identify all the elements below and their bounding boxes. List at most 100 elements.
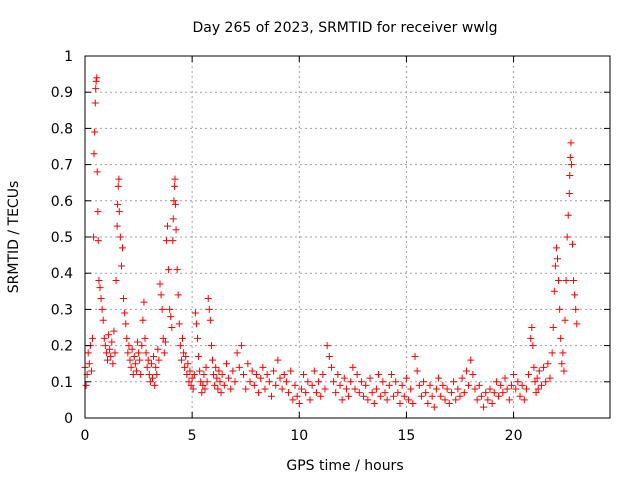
- data-point: [572, 305, 580, 313]
- data-point: [191, 309, 199, 317]
- data-point: [146, 378, 154, 386]
- data-point: [188, 374, 196, 382]
- data-point: [220, 381, 228, 389]
- data-point: [534, 385, 542, 393]
- data-point: [115, 208, 123, 216]
- data-point: [390, 392, 398, 400]
- data-point: [540, 363, 548, 371]
- data-point: [499, 389, 507, 397]
- data-point: [143, 363, 151, 371]
- data-point: [222, 360, 230, 368]
- data-point: [252, 371, 260, 379]
- data-point: [210, 371, 218, 379]
- data-point: [426, 381, 434, 389]
- data-point: [405, 396, 413, 404]
- data-point: [332, 389, 340, 397]
- data-point: [174, 291, 182, 299]
- data-point: [495, 392, 503, 400]
- y-tick-label: 0.5: [51, 230, 73, 246]
- data-point: [372, 385, 380, 393]
- data-point: [165, 266, 173, 274]
- data-point: [156, 280, 164, 288]
- data-point: [565, 190, 573, 198]
- data-point: [562, 276, 570, 284]
- data-point: [394, 389, 402, 397]
- data-point: [527, 334, 535, 342]
- data-point: [99, 316, 107, 324]
- data-point: [151, 381, 159, 389]
- data-point: [166, 305, 174, 313]
- data-point: [364, 396, 372, 404]
- data-point: [321, 385, 329, 393]
- data-point: [150, 352, 158, 360]
- data-point: [306, 396, 314, 404]
- data-point: [167, 313, 175, 321]
- data-point: [441, 396, 449, 404]
- data-point: [135, 349, 143, 357]
- data-point: [381, 389, 389, 397]
- data-point: [152, 363, 160, 371]
- data-point: [209, 356, 216, 364]
- data-point: [347, 378, 355, 386]
- x-tick-label: 5: [188, 428, 197, 444]
- data-point: [199, 381, 207, 389]
- data-point: [170, 197, 178, 205]
- data-point: [139, 316, 147, 324]
- data-point: [310, 367, 318, 375]
- data-point: [400, 392, 408, 400]
- data-point: [213, 374, 221, 382]
- data-point: [467, 356, 475, 364]
- data-point: [289, 396, 297, 404]
- data-point: [97, 295, 105, 303]
- data-point: [432, 385, 440, 393]
- data-point: [91, 99, 99, 107]
- data-point: [111, 349, 119, 357]
- data-point: [225, 374, 233, 382]
- data-point: [338, 396, 346, 404]
- data-point: [340, 374, 348, 382]
- data-point: [559, 349, 567, 357]
- data-point: [196, 367, 204, 375]
- data-point: [212, 363, 220, 371]
- data-point: [172, 226, 180, 234]
- data-point: [345, 392, 353, 400]
- data-point: [263, 371, 271, 379]
- data-point: [89, 334, 96, 342]
- data-point: [173, 266, 181, 274]
- data-point: [145, 371, 153, 379]
- y-tick-label: 0.4: [51, 266, 73, 282]
- data-point: [180, 349, 188, 357]
- data-point: [137, 371, 145, 379]
- data-point: [295, 400, 303, 408]
- data-point: [308, 381, 316, 389]
- data-point: [147, 360, 155, 368]
- data-point: [561, 316, 569, 324]
- data-point: [82, 381, 90, 389]
- data-point: [94, 237, 102, 245]
- data-point: [276, 374, 284, 382]
- data-point: [420, 378, 428, 386]
- data-point: [206, 316, 214, 324]
- data-point: [516, 392, 524, 400]
- data-point: [537, 381, 545, 389]
- data-point: [278, 385, 286, 393]
- data-point: [570, 276, 578, 284]
- data-point: [560, 367, 568, 375]
- data-point: [108, 338, 116, 346]
- data-point: [486, 385, 494, 393]
- data-point: [293, 392, 301, 400]
- data-point: [144, 356, 152, 364]
- data-point: [396, 400, 404, 408]
- data-point: [287, 367, 295, 375]
- data-point: [510, 371, 518, 379]
- data-point: [505, 396, 513, 404]
- data-point: [477, 392, 485, 400]
- data-point: [179, 334, 186, 342]
- data-point: [297, 385, 305, 393]
- data-point: [159, 334, 167, 342]
- data-point: [117, 262, 125, 270]
- data-point: [176, 342, 184, 350]
- data-point: [248, 367, 256, 375]
- data-point: [158, 305, 166, 313]
